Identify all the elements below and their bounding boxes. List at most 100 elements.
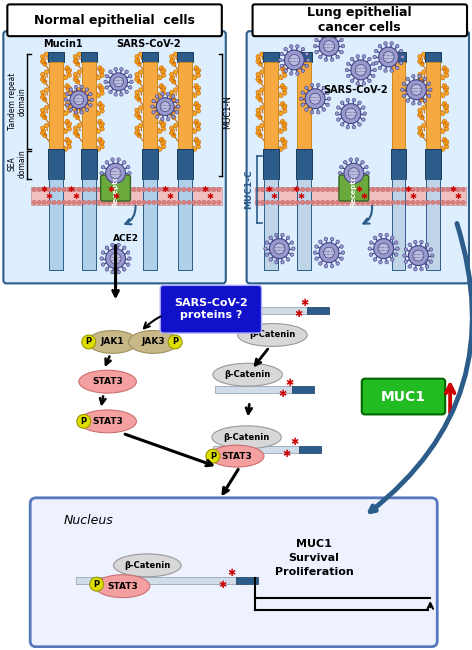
Circle shape <box>67 124 71 128</box>
Circle shape <box>170 57 175 62</box>
Circle shape <box>167 187 171 192</box>
Text: ✱: ✱ <box>271 192 278 202</box>
Circle shape <box>282 88 286 92</box>
Circle shape <box>193 129 197 133</box>
Circle shape <box>110 158 114 161</box>
Circle shape <box>371 62 375 66</box>
Circle shape <box>364 165 368 169</box>
Circle shape <box>379 261 382 264</box>
Circle shape <box>445 91 449 95</box>
Circle shape <box>135 75 140 79</box>
Bar <box>81 150 97 179</box>
Circle shape <box>173 70 178 74</box>
Circle shape <box>362 106 365 109</box>
Circle shape <box>283 68 287 72</box>
Circle shape <box>117 158 120 161</box>
Circle shape <box>379 233 382 237</box>
Circle shape <box>406 99 410 103</box>
Circle shape <box>196 109 201 113</box>
Circle shape <box>324 237 328 241</box>
Circle shape <box>396 44 399 48</box>
Bar <box>177 150 193 179</box>
Circle shape <box>411 84 422 96</box>
Circle shape <box>378 66 382 70</box>
Circle shape <box>413 240 417 244</box>
Circle shape <box>182 200 186 205</box>
Circle shape <box>344 182 347 186</box>
Circle shape <box>97 200 101 205</box>
Circle shape <box>32 200 36 205</box>
Circle shape <box>339 177 343 181</box>
Circle shape <box>137 80 141 84</box>
Circle shape <box>169 113 173 117</box>
Circle shape <box>126 251 130 254</box>
Circle shape <box>412 75 415 78</box>
Circle shape <box>105 75 109 78</box>
Circle shape <box>444 88 448 92</box>
Circle shape <box>126 165 130 169</box>
Circle shape <box>92 200 96 205</box>
Circle shape <box>411 187 415 192</box>
Circle shape <box>202 200 206 205</box>
Text: ~~~: ~~~ <box>382 57 395 62</box>
Circle shape <box>110 253 121 264</box>
Circle shape <box>132 187 136 192</box>
Circle shape <box>362 118 365 122</box>
Circle shape <box>349 158 353 161</box>
Circle shape <box>316 111 320 114</box>
Circle shape <box>340 50 343 54</box>
Circle shape <box>344 163 364 183</box>
Bar <box>307 307 329 314</box>
Circle shape <box>418 108 422 112</box>
Circle shape <box>401 88 405 92</box>
Circle shape <box>384 42 388 46</box>
Text: ~~~: ~~~ <box>288 57 301 62</box>
Circle shape <box>67 73 71 77</box>
Circle shape <box>336 262 339 265</box>
Circle shape <box>257 129 261 133</box>
Circle shape <box>408 246 428 265</box>
Circle shape <box>313 44 317 48</box>
Circle shape <box>194 137 199 142</box>
Circle shape <box>137 62 141 66</box>
Text: P: P <box>81 417 87 426</box>
Circle shape <box>305 64 309 68</box>
Circle shape <box>362 82 366 85</box>
Text: ✱: ✱ <box>290 437 298 447</box>
Circle shape <box>96 75 101 80</box>
Circle shape <box>290 200 295 205</box>
Circle shape <box>107 200 111 205</box>
Circle shape <box>376 187 380 192</box>
Circle shape <box>260 70 264 74</box>
Circle shape <box>41 75 45 79</box>
Text: ~~~: ~~~ <box>354 66 367 72</box>
Circle shape <box>41 77 44 81</box>
Circle shape <box>306 58 310 62</box>
Circle shape <box>257 75 261 79</box>
Circle shape <box>147 200 151 205</box>
Circle shape <box>386 187 390 192</box>
Circle shape <box>442 84 447 88</box>
Circle shape <box>258 116 262 120</box>
Circle shape <box>57 200 61 205</box>
Bar <box>213 446 299 452</box>
Circle shape <box>197 122 201 126</box>
Circle shape <box>62 187 66 192</box>
Circle shape <box>67 142 71 146</box>
Circle shape <box>445 127 449 131</box>
Circle shape <box>255 187 260 192</box>
Circle shape <box>195 88 200 92</box>
Text: Tandem repeat
domain: Tandem repeat domain <box>8 73 27 131</box>
Circle shape <box>77 106 81 110</box>
Text: ✱: ✱ <box>107 185 114 194</box>
Circle shape <box>135 72 139 77</box>
Circle shape <box>162 145 166 149</box>
Circle shape <box>348 168 359 179</box>
Circle shape <box>316 83 320 87</box>
Circle shape <box>399 49 403 53</box>
Circle shape <box>73 131 77 135</box>
Circle shape <box>260 88 264 92</box>
Text: ✱: ✱ <box>360 192 367 202</box>
Circle shape <box>175 111 178 114</box>
Text: STAT3: STAT3 <box>107 582 138 591</box>
